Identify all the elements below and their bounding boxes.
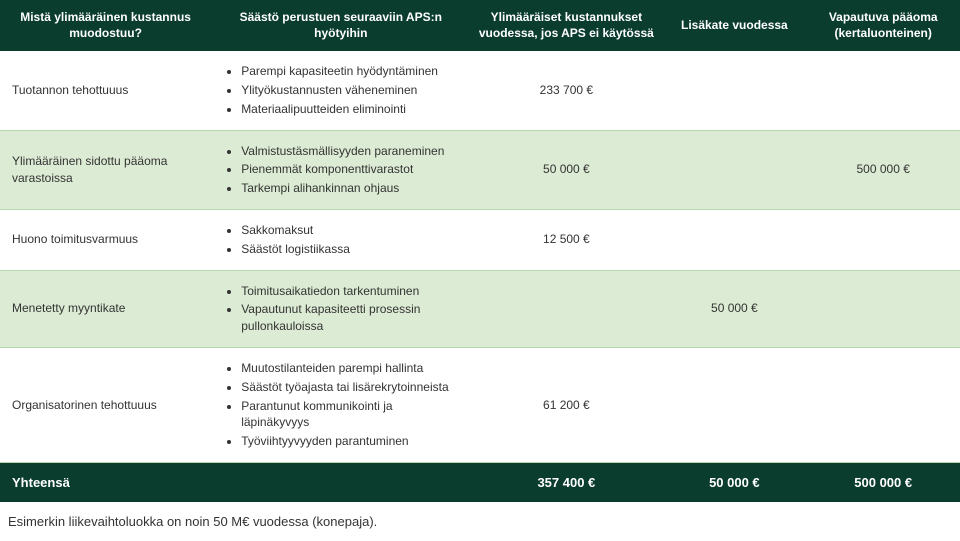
- row-benefits: Parempi kapasiteetin hyödyntäminen Ylityö…: [211, 51, 470, 130]
- total-label: Yhteensä: [0, 462, 211, 502]
- row-cost: [470, 270, 662, 347]
- row-benefits: Valmistustäsmällisyyden paraneminenPiene…: [211, 130, 470, 209]
- table-row: Ylimääräinen sidottu pääoma varastoissaV…: [0, 130, 960, 209]
- row-cost: 50 000 €: [470, 130, 662, 209]
- benefit-item: Toimitusaikatiedon tarkentuminen: [241, 283, 458, 300]
- row-capital: [806, 209, 960, 270]
- benefit-item: Sakkomaksut: [241, 222, 458, 239]
- header-cost-source: Mistä ylimääräinen kustannus muodostuu?: [0, 0, 211, 51]
- row-margin: [662, 347, 806, 462]
- row-label: Ylimääräinen sidottu pääoma varastoissa: [0, 130, 211, 209]
- row-margin: 50 000 €: [662, 270, 806, 347]
- benefit-item: Muutostilanteiden parempi hallinta: [241, 360, 458, 377]
- benefit-item: Säästöt työajasta tai lisärekrytoinneist…: [241, 379, 458, 396]
- row-cost: 61 200 €: [470, 347, 662, 462]
- total-row: Yhteensä 357 400 € 50 000 € 500 000 €: [0, 462, 960, 502]
- benefit-item: Materiaalipuutteiden eliminointi: [241, 101, 458, 118]
- row-capital: [806, 51, 960, 130]
- benefit-item: Pienemmät komponenttivarastot: [241, 161, 458, 178]
- table-row: Tuotannon tehottuuusParempi kapasiteetin…: [0, 51, 960, 130]
- row-capital: 500 000 €: [806, 130, 960, 209]
- header-additional-margin: Lisäkate vuodessa: [662, 0, 806, 51]
- total-cost: 357 400 €: [470, 462, 662, 502]
- benefit-item: Vapautunut kapasiteetti prosessin pullon…: [241, 301, 458, 335]
- row-benefits: Muutostilanteiden parempi hallinta Säästö…: [211, 347, 470, 462]
- row-cost: 233 700 €: [470, 51, 662, 130]
- row-label: Menetetty myyntikate: [0, 270, 211, 347]
- row-benefits: Sakkomaksut Säästöt logistiikassa: [211, 209, 470, 270]
- table-body: Tuotannon tehottuuusParempi kapasiteetin…: [0, 51, 960, 462]
- row-label: Huono toimitusvarmuus: [0, 209, 211, 270]
- table-row: Organisatorinen tehottuuusMuutostilantei…: [0, 347, 960, 462]
- row-label: Organisatorinen tehottuuus: [0, 347, 211, 462]
- cost-savings-table: Mistä ylimääräinen kustannus muodostuu? …: [0, 0, 960, 502]
- row-label: Tuotannon tehottuuus: [0, 51, 211, 130]
- benefit-item: Parempi kapasiteetin hyödyntäminen: [241, 63, 458, 80]
- footnote: Esimerkin liikevaihtoluokka on noin 50 M…: [0, 502, 960, 541]
- row-margin: [662, 209, 806, 270]
- row-cost: 12 500 €: [470, 209, 662, 270]
- table-row: Huono toimitusvarmuus Sakkomaksut Säästöt …: [0, 209, 960, 270]
- benefit-item: Valmistustäsmällisyyden paraneminen: [241, 143, 458, 160]
- row-capital: [806, 270, 960, 347]
- table-header-row: Mistä ylimääräinen kustannus muodostuu? …: [0, 0, 960, 51]
- total-capital: 500 000 €: [806, 462, 960, 502]
- table-row: Menetetty myyntikateToimitusaikatiedon t…: [0, 270, 960, 347]
- header-savings-basis: Säästö perustuen seuraaviin APS:n hyötyi…: [211, 0, 470, 51]
- row-benefits: Toimitusaikatiedon tarkentuminenVapautun…: [211, 270, 470, 347]
- row-margin: [662, 130, 806, 209]
- row-margin: [662, 51, 806, 130]
- header-freed-capital: Vapautuva pääoma (kertaluonteinen): [806, 0, 960, 51]
- benefit-item: Tarkempi alihankinnan ohjaus: [241, 180, 458, 197]
- total-margin: 50 000 €: [662, 462, 806, 502]
- row-capital: [806, 347, 960, 462]
- benefit-item: Säästöt logistiikassa: [241, 241, 458, 258]
- header-extra-costs: Ylimääräiset kustannukset vuodessa, jos …: [470, 0, 662, 51]
- benefit-item: Työviihtyyvyyden parantuminen: [241, 433, 458, 450]
- benefit-item: Ylityökustannusten väheneminen: [241, 82, 458, 99]
- benefit-item: Parantunut kommunikointi ja läpinäkyvyys: [241, 398, 458, 432]
